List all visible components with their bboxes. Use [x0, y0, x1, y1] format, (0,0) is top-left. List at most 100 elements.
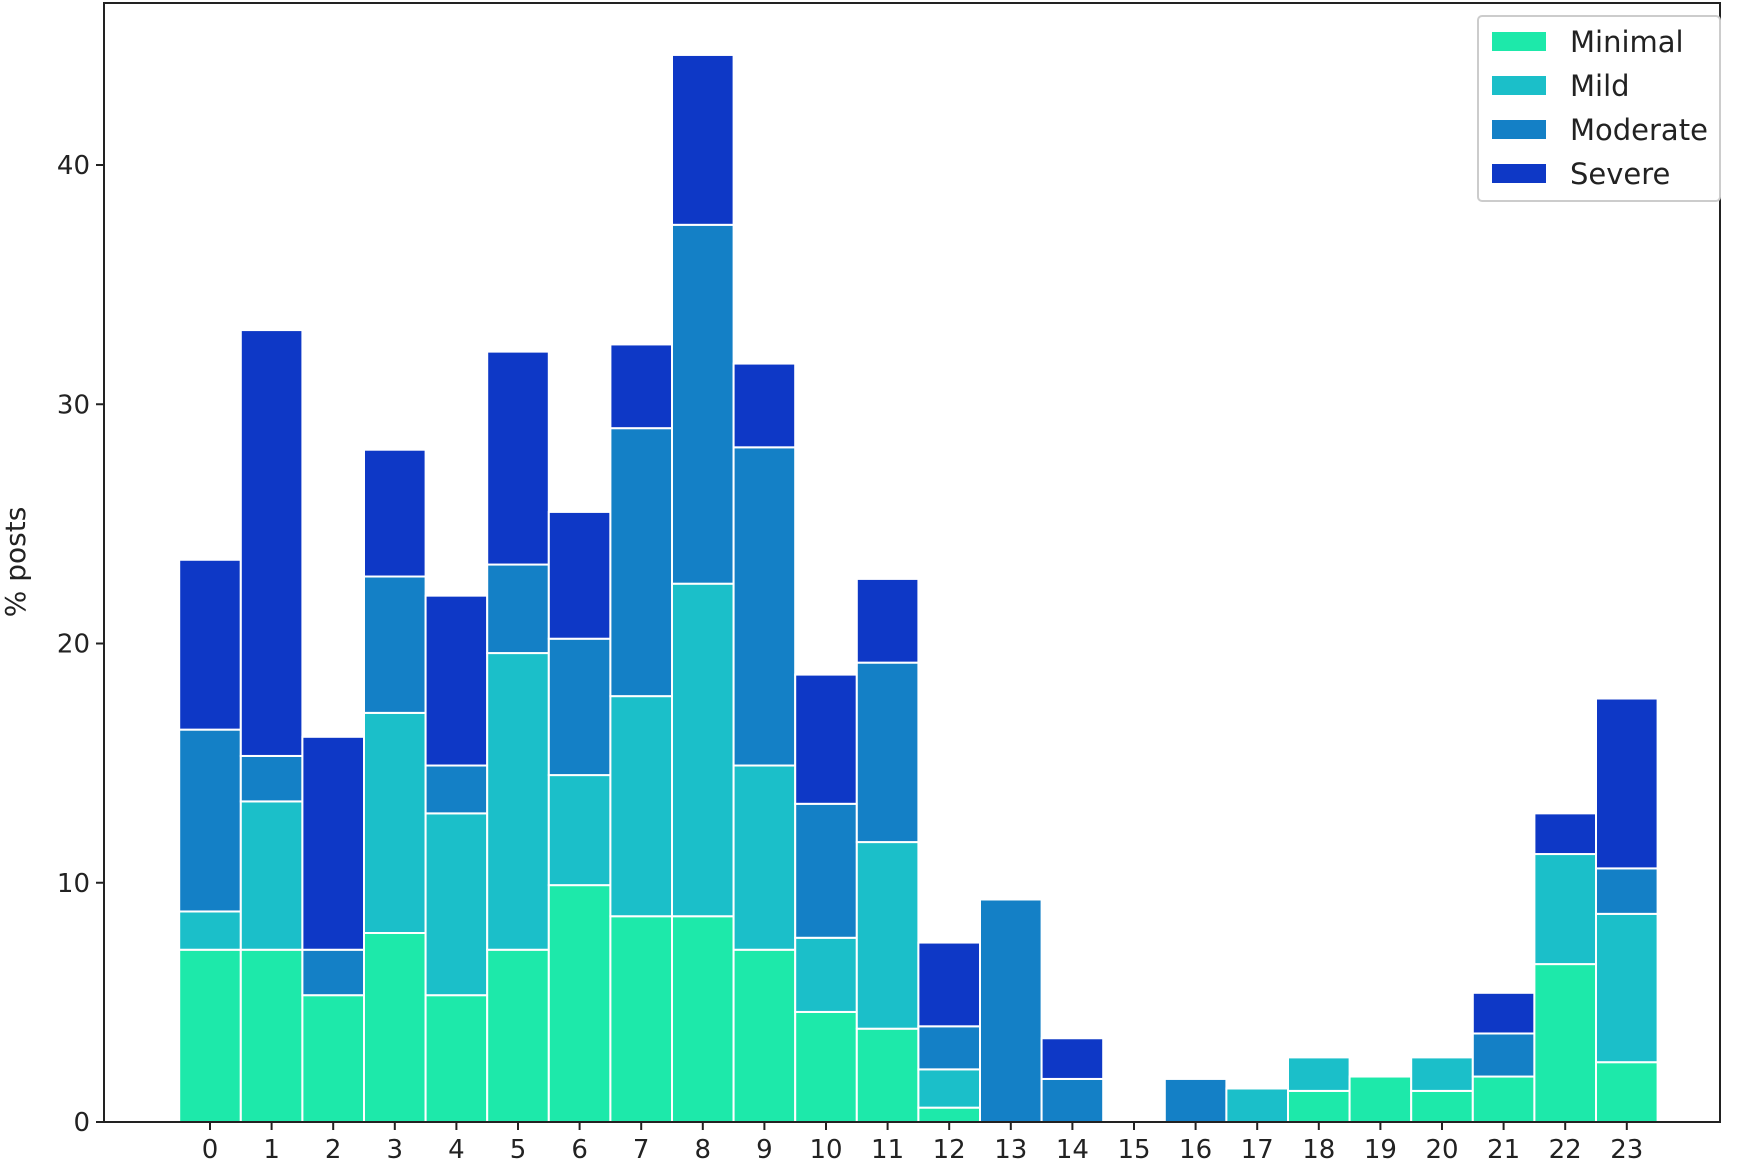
bar-moderate-0 [178, 728, 242, 913]
bar-moderate-12 [917, 1025, 982, 1071]
bar-minimal-3 [363, 931, 427, 1123]
bar-minimal-4 [424, 994, 489, 1124]
x-tick-label: 9 [756, 1135, 773, 1165]
legend-swatch-mild [1492, 76, 1546, 95]
bar-moderate-10 [794, 802, 858, 939]
bar-minimal-8 [671, 915, 735, 1123]
legend-label-moderate: Moderate [1570, 113, 1708, 147]
y-tick-label: 40 [57, 151, 90, 181]
x-tick-label: 19 [1364, 1135, 1397, 1165]
bar-mild-5 [486, 652, 550, 951]
bar-mild-7 [609, 695, 674, 918]
bar-mild-3 [363, 711, 427, 934]
bar-mild-4 [424, 812, 489, 997]
legend-swatch-moderate [1492, 120, 1546, 139]
legend-label-severe: Severe [1570, 157, 1670, 191]
bar-minimal-20 [1410, 1089, 1474, 1123]
bar-minimal-6 [547, 884, 612, 1124]
legend-label-mild: Mild [1570, 69, 1630, 103]
plot-frame [103, 2, 1721, 1123]
bar-severe-7 [609, 343, 674, 430]
y-axis-title: % posts [0, 507, 32, 618]
bar-moderate-5 [486, 563, 550, 655]
x-tick-label: 13 [994, 1135, 1027, 1165]
bar-moderate-3 [363, 575, 427, 714]
x-tick-label: 11 [871, 1135, 904, 1165]
bar-moderate-11 [855, 661, 920, 844]
y-tick-label: 10 [57, 869, 90, 899]
bar-mild-1 [239, 800, 304, 951]
bar-mild-6 [547, 774, 612, 887]
y-tick-label: 20 [57, 630, 90, 660]
x-tick-label: 2 [325, 1135, 342, 1165]
bar-moderate-14 [1040, 1077, 1105, 1124]
bar-moderate-23 [1595, 867, 1659, 915]
x-tick-label: 16 [1179, 1135, 1212, 1165]
bar-moderate-16 [1163, 1077, 1228, 1124]
bar-moderate-9 [732, 446, 797, 767]
x-tick-label: 17 [1241, 1135, 1274, 1165]
x-tick-label: 14 [1056, 1135, 1089, 1165]
bar-moderate-1 [239, 754, 304, 803]
bar-severe-12 [917, 941, 982, 1028]
x-tick-label: 15 [1117, 1135, 1150, 1165]
bar-mild-11 [855, 841, 920, 1030]
x-tick-label: 8 [695, 1135, 712, 1165]
bar-severe-6 [547, 510, 612, 640]
bar-moderate-13 [979, 898, 1043, 1123]
x-tick-label: 12 [933, 1135, 966, 1165]
legend-swatch-severe [1492, 164, 1546, 183]
x-tick-label: 20 [1425, 1135, 1458, 1165]
y-axis: 0 10 20 30 40 [57, 151, 104, 1138]
x-tick-label: 23 [1610, 1135, 1643, 1165]
bar-severe-9 [732, 362, 797, 449]
bar-minimal-5 [486, 948, 550, 1123]
bar-minimal-12 [917, 1106, 982, 1124]
x-tick-label: 10 [809, 1135, 842, 1165]
bar-mild-22 [1533, 853, 1598, 966]
x-tick-label: 7 [633, 1135, 650, 1165]
bar-minimal-11 [855, 1027, 920, 1124]
legend-box [1477, 15, 1721, 202]
legend-swatch-minimal [1492, 32, 1546, 51]
bar-severe-10 [794, 673, 858, 805]
bar-moderate-8 [671, 223, 735, 585]
bar-mild-8 [671, 582, 735, 918]
bar-mild-12 [917, 1068, 982, 1109]
bar-minimal-10 [794, 1010, 858, 1124]
bar-minimal-1 [239, 948, 304, 1123]
bar-minimal-0 [178, 948, 242, 1123]
bar-severe-22 [1533, 812, 1598, 856]
x-tick-label: 22 [1549, 1135, 1582, 1165]
bar-severe-21 [1471, 991, 1536, 1035]
bar-severe-2 [301, 735, 365, 951]
bar-severe-0 [178, 558, 242, 731]
bar-mild-23 [1595, 912, 1659, 1064]
bar-severe-4 [424, 594, 489, 767]
bar-severe-3 [363, 448, 427, 578]
bar-moderate-21 [1471, 1032, 1536, 1078]
bar-severe-5 [486, 350, 550, 566]
x-tick-label: 5 [510, 1135, 527, 1165]
bar-minimal-18 [1287, 1089, 1351, 1123]
bar-moderate-4 [424, 764, 489, 815]
x-tick-label: 18 [1302, 1135, 1335, 1165]
bar-minimal-2 [301, 994, 365, 1124]
x-tick-label: 0 [202, 1135, 219, 1165]
bar-minimal-9 [732, 948, 797, 1123]
bar-severe-14 [1040, 1037, 1105, 1080]
y-tick-label: 30 [57, 390, 90, 420]
bar-mild-20 [1410, 1056, 1474, 1092]
x-tick-label: 6 [571, 1135, 588, 1165]
bar-severe-1 [239, 329, 304, 757]
bar-moderate-6 [547, 637, 612, 777]
bar-mild-18 [1287, 1056, 1351, 1092]
bar-moderate-7 [609, 427, 674, 698]
x-axis: 0 1 2 3 4 5 6 7 8 9 10 11 12 13 14 15 16 17 18 19 20 21 22 23 [202, 1122, 1643, 1165]
bar-minimal-19 [1348, 1075, 1413, 1123]
bar-minimal-22 [1533, 963, 1598, 1123]
legend: Minimal Mild Moderate Severe [1477, 15, 1721, 202]
bar-mild-10 [794, 936, 858, 1013]
bar-severe-23 [1595, 697, 1659, 870]
